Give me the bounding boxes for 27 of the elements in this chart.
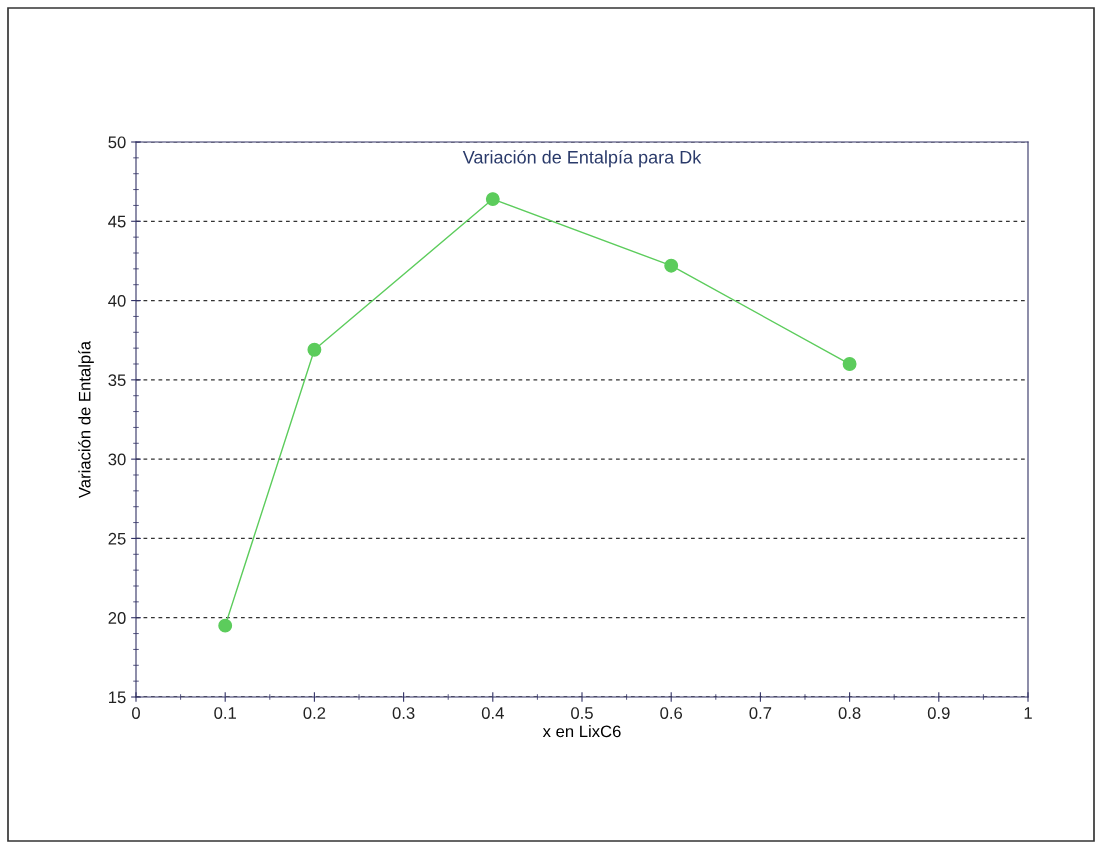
x-tick-label: 0.2 [303,707,326,719]
x-tick-label: 0.8 [838,707,861,719]
x-tick-label: 0.6 [660,707,683,719]
x-tick-label: 1 [1024,707,1032,719]
y-tick-label: 30 [108,453,126,466]
x-tick-label: 0 [132,707,140,719]
x-tick-label: 0.9 [927,707,950,719]
y-tick-label: 25 [108,532,126,545]
y-axis-title: Variación de Entalpía [78,340,94,499]
y-tick-label: 20 [108,612,126,624]
y-tick-label: 35 [108,374,126,387]
y-tick-label: 40 [108,294,126,307]
x-tick-label: 0.1 [214,707,236,719]
x-tick-label: 0.3 [392,707,415,719]
y-tick-label: 45 [108,215,126,228]
y-tick-label: 15 [109,691,126,704]
x-tick-label: 0.5 [571,707,593,719]
point [485,192,500,207]
point [218,618,233,633]
point [842,357,857,371]
x-tick-label: 0.7 [749,707,772,719]
chart-title: Variación de Entalpía para Dk [462,150,702,168]
x-axis-title: x en LixC6 [542,725,621,738]
point [307,342,322,357]
x-tick-label: 0.4 [481,707,504,719]
y-tick-label: 50 [108,136,126,149]
point [664,258,679,273]
